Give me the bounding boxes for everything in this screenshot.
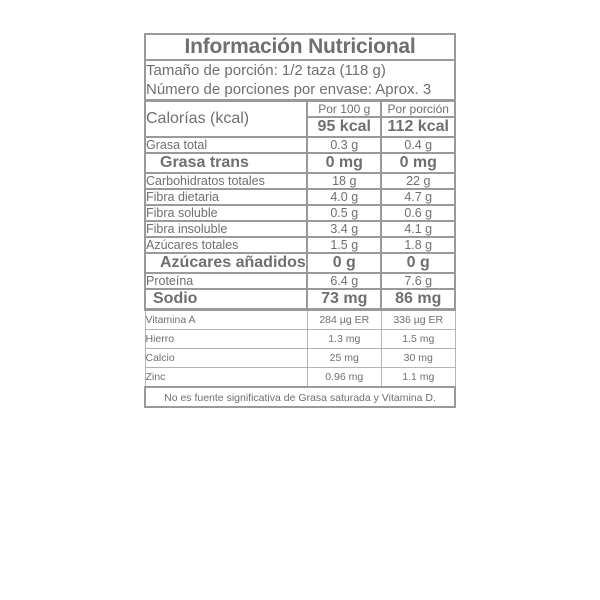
table-row: Fibra insoluble 3.4 g 4.1 g xyxy=(143,220,456,238)
nutrient-value-per-serving: 0 mg xyxy=(380,152,456,174)
nutrient-value-per-100g: 0 g xyxy=(306,252,383,274)
nutrient-value-per-100g: 0.5 g xyxy=(306,204,383,222)
nutrient-name: Carbohidratos totales xyxy=(143,172,309,190)
servings-per-container-text: Número de porciones por envase: Aprox. 3 xyxy=(146,81,432,98)
table-row: Sodio 73 mg 86 mg xyxy=(143,288,456,311)
nutrient-value-per-serving: 86 mg xyxy=(380,288,456,311)
table-row: Proteína 6.4 g 7.6 g xyxy=(143,272,456,290)
micronutrient-name: Hierro xyxy=(144,329,308,349)
nutrition-facts-table: Información Nutricional Tamaño de porció… xyxy=(143,33,456,408)
nutrient-value-per-serving: 0.4 g xyxy=(380,136,456,154)
nutrient-name: Fibra soluble xyxy=(143,204,309,222)
nutrient-value-per-100g: 4.0 g xyxy=(306,188,383,206)
table-row: Fibra dietaria 4.0 g 4.7 g xyxy=(143,188,456,206)
table-row: Azúcares totales 1.5 g 1.8 g xyxy=(143,236,456,254)
footnote-text: No es fuente significativa de Grasa satu… xyxy=(164,392,436,404)
calories-per-serving: 112 kcal xyxy=(380,116,456,138)
footnote-cell: No es fuente significativa de Grasa satu… xyxy=(144,386,456,408)
table-row: Calcio 25 mg 30 mg xyxy=(144,348,456,368)
nutrition-facts-label: Información Nutricional Tamaño de porció… xyxy=(143,33,456,408)
micronutrient-name: Zinc xyxy=(144,367,308,388)
serving-info-cell: Tamaño de porción: 1/2 taza (118 g) Núme… xyxy=(144,59,456,102)
nutrient-value-per-100g: 73 mg xyxy=(306,288,383,311)
micronutrient-value-per-serving: 30 mg xyxy=(380,348,456,368)
nutrient-value-per-100g: 0.3 g xyxy=(306,136,383,154)
nutrient-name: Grasa total xyxy=(143,136,309,154)
table-row: Hierro 1.3 mg 1.5 mg xyxy=(144,329,456,349)
table-row: Vitamina A 284 µg ER 336 µg ER xyxy=(144,308,456,330)
table-row: Fibra soluble 0.5 g 0.6 g xyxy=(143,204,456,222)
micronutrient-name: Vitamina A xyxy=(144,308,308,330)
serving-info-row: Tamaño de porción: 1/2 taza (118 g) Núme… xyxy=(144,59,456,102)
nutrient-name: Sodio xyxy=(143,288,309,311)
column-header-per-serving: Por porción xyxy=(380,99,456,118)
micronutrient-value-per-100g: 25 mg xyxy=(306,348,382,368)
serving-size-text: Tamaño de porción: 1/2 taza (118 g) xyxy=(146,62,386,79)
table-row: Zinc 0.96 mg 1.1 mg xyxy=(144,367,456,388)
micronutrient-name: Calcio xyxy=(144,348,308,368)
nutrition-facts-body: Información Nutricional Tamaño de porció… xyxy=(143,33,456,408)
nutrient-value-per-serving: 0.6 g xyxy=(380,204,456,222)
nutrient-value-per-serving: 4.1 g xyxy=(380,220,456,238)
micronutrient-value-per-100g: 1.3 mg xyxy=(306,329,382,349)
nutrient-value-per-100g: 0 mg xyxy=(306,152,383,174)
micronutrient-value-per-100g: 0.96 mg xyxy=(306,367,382,388)
nutrient-value-per-serving: 22 g xyxy=(380,172,456,190)
nutrient-name: Grasa trans xyxy=(143,152,309,174)
nutrient-name: Fibra insoluble xyxy=(143,220,309,238)
table-row: Grasa trans 0 mg 0 mg xyxy=(143,152,456,174)
micronutrient-value-per-100g: 284 µg ER xyxy=(306,308,382,330)
nutrient-value-per-100g: 3.4 g xyxy=(306,220,383,238)
nutrient-value-per-serving: 4.7 g xyxy=(380,188,456,206)
nutrient-name: Fibra dietaria xyxy=(143,188,309,206)
micronutrient-value-per-serving: 336 µg ER xyxy=(380,308,456,330)
nutrient-name: Proteína xyxy=(143,272,309,290)
page-title: Información Nutricional xyxy=(184,35,416,58)
title-row: Información Nutricional xyxy=(144,33,456,61)
micronutrient-value-per-serving: 1.1 mg xyxy=(380,367,456,388)
nutrient-value-per-serving: 0 g xyxy=(380,252,456,274)
footnote-row: No es fuente significativa de Grasa satu… xyxy=(144,386,456,408)
nutrient-value-per-serving: 1.8 g xyxy=(380,236,456,254)
calories-per-100g: 95 kcal xyxy=(306,116,383,138)
calories-header-row: Calorías (kcal) Por 100 g Por porción xyxy=(143,99,456,138)
nutrient-value-per-100g: 6.4 g xyxy=(306,272,383,290)
table-row: Carbohidratos totales 18 g 22 g xyxy=(143,172,456,190)
calories-label: Calorías (kcal) xyxy=(143,99,309,138)
table-row: Grasa total 0.3 g 0.4 g xyxy=(143,136,456,154)
nutrient-value-per-100g: 18 g xyxy=(306,172,383,190)
nutrient-name: Azúcares añadidos xyxy=(143,252,309,274)
calories-value-row: 95 kcal 112 kcal xyxy=(145,116,456,138)
nutrient-value-per-serving: 7.6 g xyxy=(380,272,456,290)
micronutrient-value-per-serving: 1.5 mg xyxy=(380,329,456,349)
column-header-per-100g: Por 100 g xyxy=(306,99,383,118)
nutrient-name: Azúcares totales xyxy=(143,236,309,254)
title-cell: Información Nutricional xyxy=(144,33,456,61)
nutrient-value-per-100g: 1.5 g xyxy=(306,236,383,254)
